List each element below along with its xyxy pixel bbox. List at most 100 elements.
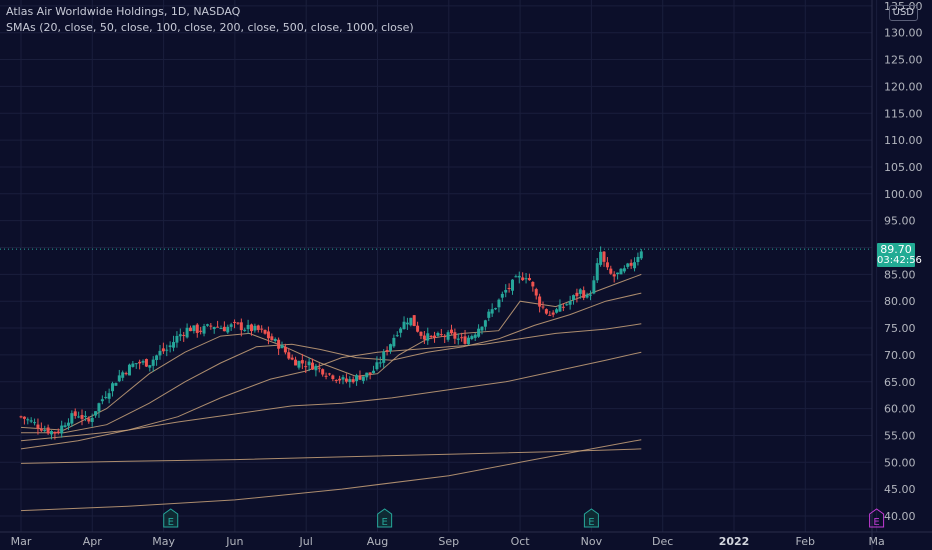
candle[interactable] bbox=[382, 351, 386, 363]
candle[interactable] bbox=[243, 329, 247, 331]
candle[interactable] bbox=[558, 304, 562, 312]
candle[interactable] bbox=[321, 369, 325, 375]
candle[interactable] bbox=[314, 365, 318, 371]
candle[interactable] bbox=[602, 251, 606, 262]
candle[interactable] bbox=[304, 366, 308, 368]
x-tick-label[interactable]: Ma bbox=[868, 535, 884, 548]
y-tick-label[interactable]: 110.00 bbox=[884, 134, 923, 147]
candle[interactable] bbox=[80, 415, 84, 419]
candle[interactable] bbox=[100, 399, 104, 402]
candle[interactable] bbox=[473, 334, 477, 338]
candle[interactable] bbox=[375, 362, 379, 370]
candle[interactable] bbox=[148, 365, 152, 368]
candle[interactable] bbox=[463, 336, 467, 344]
x-tick-label[interactable]: Feb bbox=[796, 535, 815, 548]
candle[interactable] bbox=[134, 363, 138, 365]
candle[interactable] bbox=[439, 334, 443, 336]
y-tick-label[interactable]: 115.00 bbox=[884, 107, 923, 120]
y-tick-label[interactable]: 85.00 bbox=[884, 268, 916, 281]
earnings-marker[interactable]: E bbox=[869, 508, 885, 528]
candle[interactable] bbox=[216, 326, 220, 328]
candle[interactable] bbox=[582, 290, 586, 298]
candle[interactable] bbox=[456, 338, 460, 340]
candle[interactable] bbox=[66, 422, 70, 426]
candle[interactable] bbox=[87, 418, 91, 422]
candle[interactable] bbox=[229, 324, 233, 327]
candle[interactable] bbox=[436, 333, 440, 336]
candle[interactable] bbox=[172, 342, 176, 348]
candle[interactable] bbox=[114, 383, 118, 386]
candle[interactable] bbox=[494, 308, 498, 310]
candle[interactable] bbox=[131, 363, 135, 367]
candle[interactable] bbox=[165, 349, 169, 351]
candle[interactable] bbox=[351, 379, 355, 383]
candle[interactable] bbox=[33, 422, 37, 424]
candle[interactable] bbox=[70, 413, 74, 424]
candle[interactable] bbox=[565, 304, 569, 306]
x-tick-label[interactable]: 2022 bbox=[719, 535, 750, 548]
candle[interactable] bbox=[77, 416, 81, 418]
candle[interactable] bbox=[280, 345, 284, 349]
candle[interactable] bbox=[36, 424, 40, 429]
candle[interactable] bbox=[287, 352, 291, 359]
candle[interactable] bbox=[226, 326, 230, 333]
candle[interactable] bbox=[277, 339, 281, 349]
candle[interactable] bbox=[138, 361, 142, 364]
candle[interactable] bbox=[534, 289, 538, 296]
x-tick-label[interactable]: Jul bbox=[299, 535, 313, 548]
candle[interactable] bbox=[249, 324, 253, 332]
candle[interactable] bbox=[46, 427, 50, 434]
candle[interactable] bbox=[341, 377, 345, 380]
candle[interactable] bbox=[175, 335, 179, 343]
candle[interactable] bbox=[294, 359, 298, 366]
candle[interactable] bbox=[578, 289, 582, 294]
candle[interactable] bbox=[324, 375, 328, 377]
candle[interactable] bbox=[246, 324, 250, 330]
candle[interactable] bbox=[555, 309, 559, 313]
candle[interactable] bbox=[290, 357, 294, 360]
candle[interactable] bbox=[412, 315, 416, 327]
candle[interactable] bbox=[483, 320, 487, 327]
candle[interactable] bbox=[585, 294, 589, 298]
x-tick-label[interactable]: Nov bbox=[581, 535, 603, 548]
candle[interactable] bbox=[141, 361, 145, 363]
candle[interactable] bbox=[29, 420, 33, 422]
candle[interactable] bbox=[446, 332, 450, 340]
candle[interactable] bbox=[592, 280, 596, 294]
earnings-marker[interactable]: E bbox=[377, 508, 393, 528]
x-tick-label[interactable]: Mar bbox=[11, 535, 32, 548]
candle[interactable] bbox=[236, 322, 240, 324]
symbol-title[interactable]: Atlas Air Worldwide Holdings, 1D, NASDAQ bbox=[6, 5, 241, 18]
x-tick-label[interactable]: Oct bbox=[511, 535, 531, 548]
candle[interactable] bbox=[43, 430, 47, 432]
candle[interactable] bbox=[317, 367, 321, 369]
y-tick-label[interactable]: 40.00 bbox=[884, 510, 916, 523]
x-tick-label[interactable]: Aug bbox=[367, 535, 388, 548]
candle[interactable] bbox=[334, 379, 338, 381]
candle[interactable] bbox=[39, 428, 43, 431]
candle[interactable] bbox=[185, 327, 189, 338]
candle[interactable] bbox=[622, 268, 626, 272]
candle[interactable] bbox=[205, 324, 209, 326]
candle[interactable] bbox=[161, 348, 165, 352]
candle[interactable] bbox=[443, 336, 447, 338]
candle[interactable] bbox=[195, 324, 199, 333]
y-tick-label[interactable]: 45.00 bbox=[884, 483, 916, 496]
candle[interactable] bbox=[480, 326, 484, 331]
y-tick-label[interactable]: 100.00 bbox=[884, 188, 923, 201]
candle[interactable] bbox=[50, 431, 54, 435]
candle[interactable] bbox=[239, 322, 243, 331]
candle[interactable] bbox=[188, 327, 192, 332]
candle[interactable] bbox=[168, 345, 172, 348]
candle[interactable] bbox=[94, 411, 98, 416]
candle[interactable] bbox=[331, 375, 335, 380]
candle[interactable] bbox=[595, 263, 599, 281]
candle[interactable] bbox=[538, 296, 542, 307]
earnings-marker[interactable]: E bbox=[163, 508, 179, 528]
candle[interactable] bbox=[575, 292, 579, 297]
candle[interactable] bbox=[544, 309, 548, 314]
candle[interactable] bbox=[219, 328, 223, 330]
candle[interactable] bbox=[388, 344, 392, 351]
candles[interactable] bbox=[19, 246, 643, 440]
candle[interactable] bbox=[212, 326, 216, 330]
